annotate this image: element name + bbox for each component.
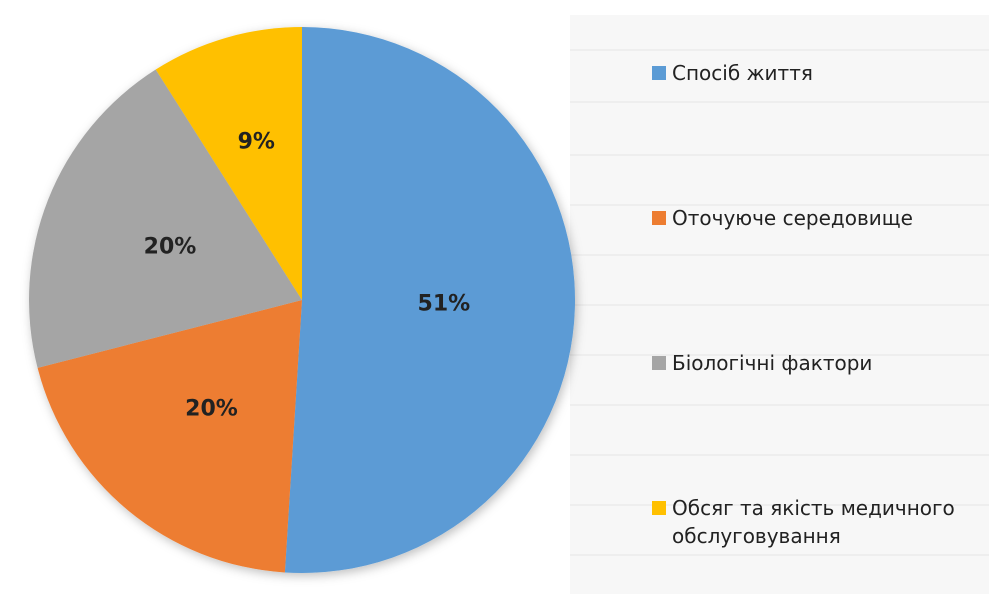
pie-slice xyxy=(284,27,576,573)
legend-label: Оточуюче середовище xyxy=(672,206,913,230)
legend-item: Оточуюче середовище xyxy=(652,204,987,232)
legend-swatch xyxy=(652,66,666,80)
legend-item: Спосіб життя xyxy=(652,59,987,87)
legend-label: Спосіб життя xyxy=(672,61,813,85)
panel-lines xyxy=(570,49,989,556)
legend-item: Біологічні фактори xyxy=(652,349,987,377)
data-label: 20% xyxy=(144,235,197,260)
legend-label: Біологічні фактори xyxy=(672,351,873,375)
pie-slice xyxy=(28,69,302,368)
legend-swatch xyxy=(652,356,666,370)
legend-swatch xyxy=(652,211,666,225)
pie xyxy=(28,27,576,573)
data-label: 51% xyxy=(418,291,471,316)
legend-swatch xyxy=(652,501,666,515)
pie-slice xyxy=(37,300,303,573)
legend-label: Обсяг та якість медичного обслуговування xyxy=(672,496,955,548)
data-label: 9% xyxy=(238,130,275,155)
legend-item: Обсяг та якість медичного обслуговування xyxy=(652,494,987,550)
pie-slice xyxy=(155,27,302,300)
data-label: 20% xyxy=(185,396,238,421)
